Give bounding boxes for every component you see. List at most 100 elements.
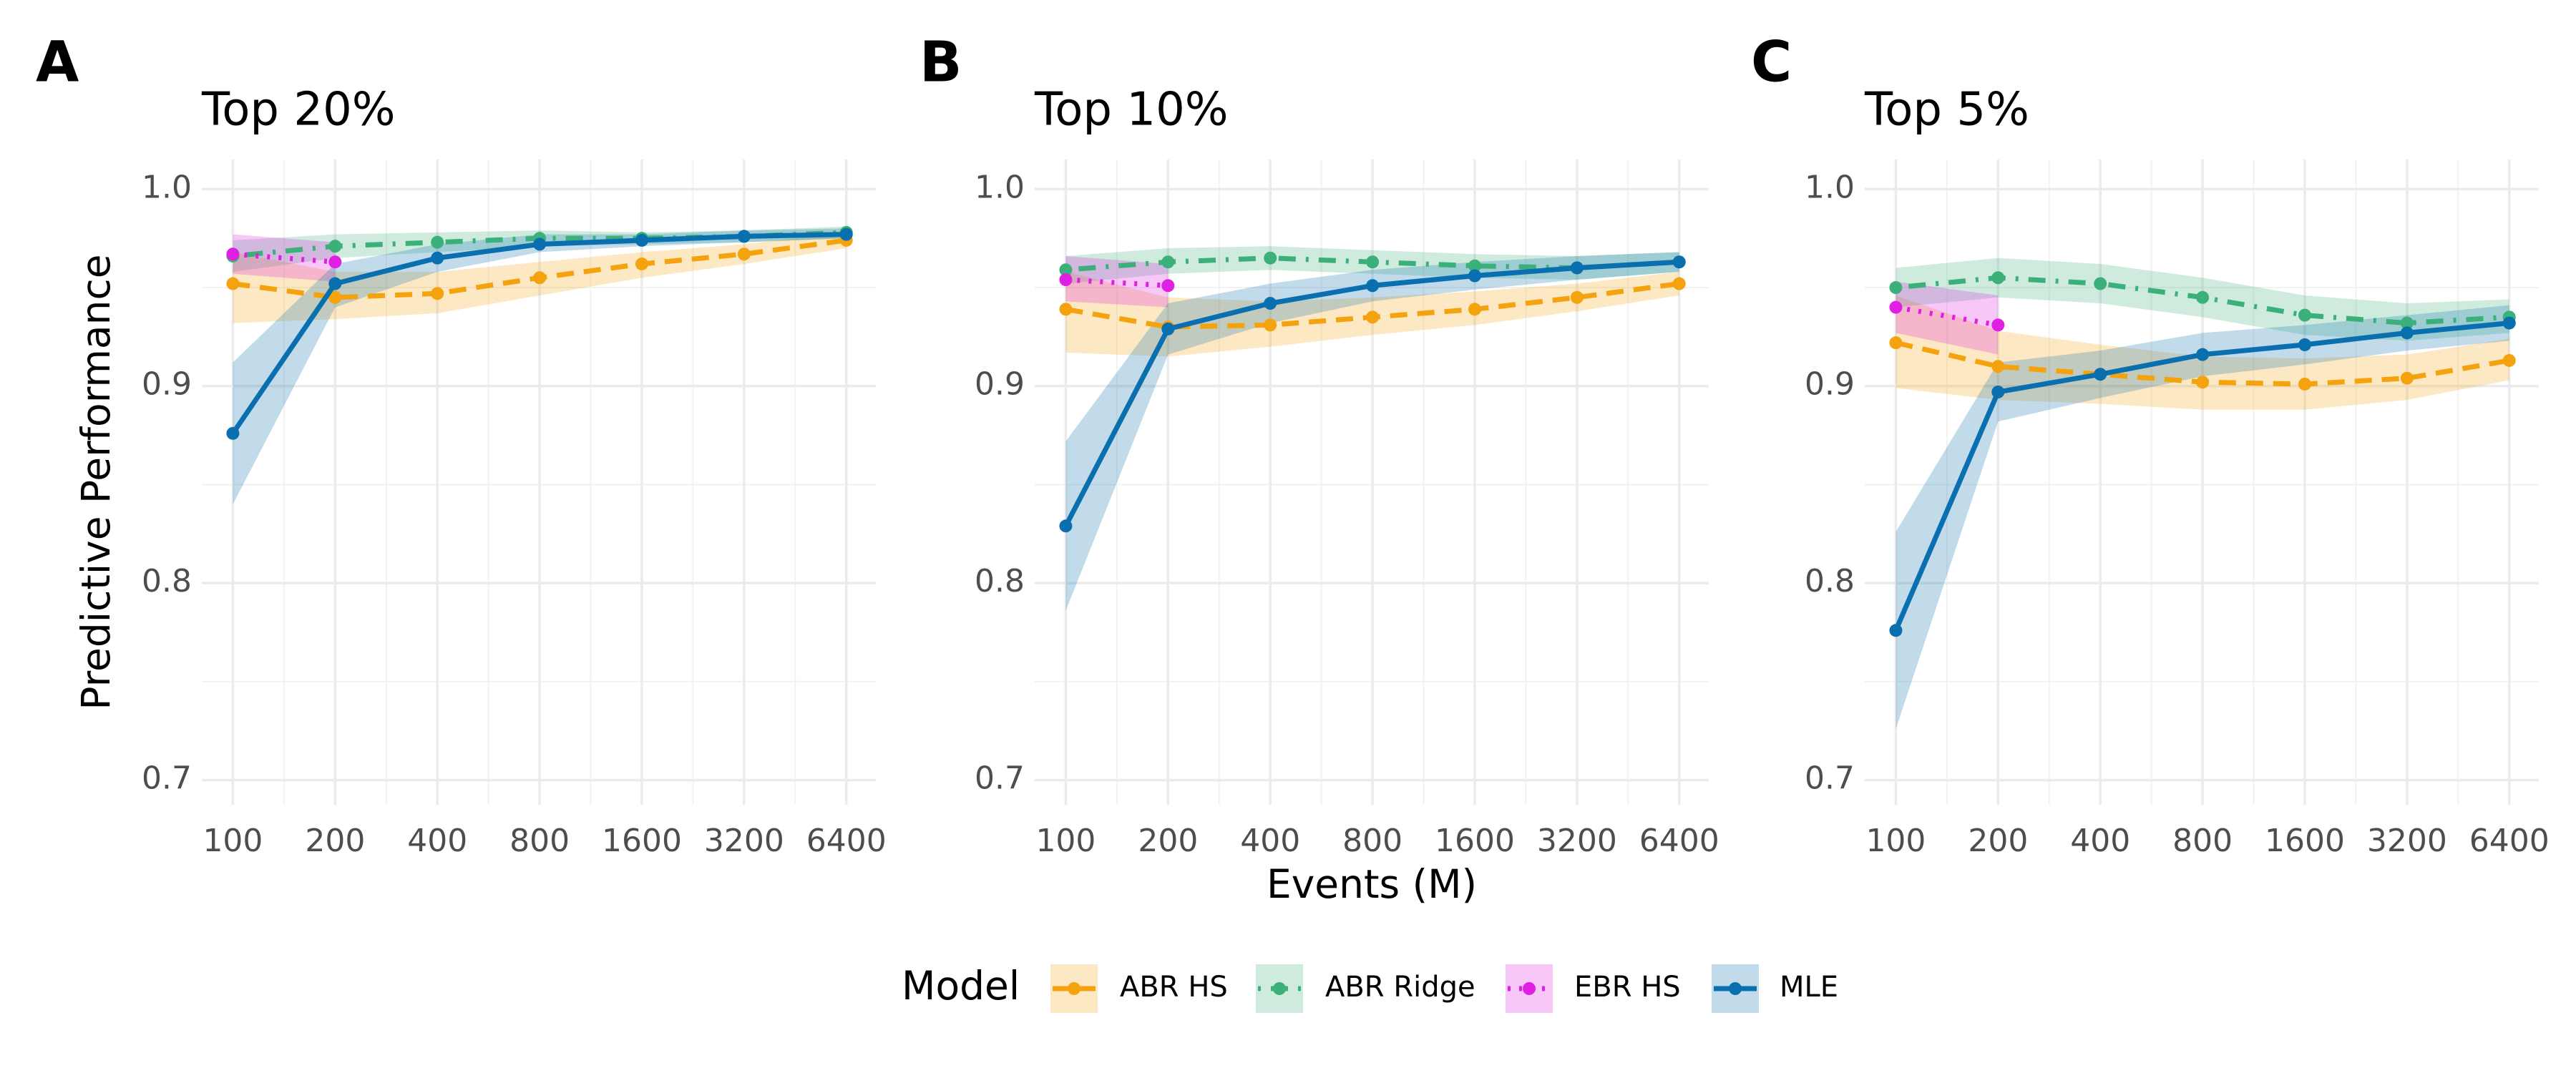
data-point bbox=[1366, 255, 1380, 269]
data-point bbox=[1468, 303, 1481, 316]
data-point bbox=[1991, 360, 2005, 373]
data-point bbox=[2196, 348, 2210, 361]
data-point bbox=[1059, 519, 1073, 533]
panel-title: Top 5% bbox=[1864, 84, 2029, 137]
x-tick-label: 100 bbox=[203, 823, 263, 859]
data-point bbox=[2400, 371, 2414, 385]
y-tick-label: 0.7 bbox=[1805, 760, 1855, 797]
data-point bbox=[431, 235, 444, 249]
x-tick-label: 100 bbox=[1865, 823, 1926, 859]
confidence-band bbox=[1896, 281, 1999, 355]
data-point bbox=[2502, 353, 2516, 367]
data-point bbox=[1672, 277, 1686, 290]
data-point bbox=[226, 277, 240, 290]
data-point bbox=[1672, 255, 1686, 269]
y-tick-label: 0.8 bbox=[142, 563, 192, 599]
data-point bbox=[1161, 255, 1175, 269]
data-point bbox=[2196, 376, 2210, 389]
panel-title: Top 10% bbox=[1034, 84, 1229, 137]
data-point bbox=[2094, 277, 2107, 290]
legend-label: ABR Ridge bbox=[1325, 971, 1475, 1004]
data-point bbox=[431, 251, 444, 265]
y-tick-label: 0.9 bbox=[975, 366, 1025, 403]
legend-key-point bbox=[1523, 982, 1536, 995]
x-tick-label: 400 bbox=[1240, 823, 1300, 859]
data-point bbox=[1059, 273, 1073, 287]
data-point bbox=[2094, 368, 2107, 381]
legend-key-point bbox=[1068, 982, 1080, 995]
data-point bbox=[1468, 259, 1481, 273]
data-point bbox=[1366, 310, 1380, 324]
y-tick-label: 0.7 bbox=[975, 760, 1025, 797]
y-axis-label: Predictive Performance bbox=[73, 254, 119, 710]
data-point bbox=[2400, 326, 2414, 340]
data-point bbox=[839, 227, 853, 241]
data-point bbox=[1264, 297, 1277, 310]
confidence-band bbox=[1065, 255, 1169, 308]
data-point bbox=[1161, 322, 1175, 335]
data-point bbox=[328, 290, 342, 304]
data-point bbox=[737, 248, 751, 261]
confidence-band bbox=[233, 234, 336, 282]
data-point bbox=[1264, 251, 1277, 265]
y-tick-label: 0.7 bbox=[142, 760, 192, 797]
data-point bbox=[1366, 279, 1380, 293]
x-tick-label: 200 bbox=[305, 823, 365, 859]
data-point bbox=[635, 233, 648, 247]
data-point bbox=[328, 277, 342, 290]
x-tick-label: 3200 bbox=[704, 823, 784, 859]
x-tick-label: 1600 bbox=[2265, 823, 2345, 859]
x-tick-label: 800 bbox=[1342, 823, 1402, 859]
x-tick-label: 6400 bbox=[2469, 823, 2550, 859]
legend-label: EBR HS bbox=[1574, 971, 1681, 1004]
data-point bbox=[1991, 271, 2005, 285]
data-point bbox=[1570, 290, 1584, 304]
y-tick-label: 1.0 bbox=[975, 169, 1025, 205]
data-point bbox=[533, 271, 547, 285]
data-point bbox=[2298, 338, 2311, 351]
y-tick-label: 1.0 bbox=[142, 169, 192, 205]
data-point bbox=[1570, 261, 1584, 275]
data-point bbox=[2502, 316, 2516, 330]
panel-title: Top 20% bbox=[201, 84, 396, 137]
x-tick-label: 800 bbox=[509, 823, 570, 859]
x-tick-label: 100 bbox=[1035, 823, 1096, 859]
legend-title: Model bbox=[902, 963, 1020, 1009]
y-tick-label: 0.9 bbox=[1805, 366, 1855, 403]
data-point bbox=[1161, 279, 1175, 293]
y-tick-label: 1.0 bbox=[1805, 169, 1855, 205]
x-tick-label: 6400 bbox=[1639, 823, 1719, 859]
y-tick-label: 0.8 bbox=[1805, 563, 1855, 599]
data-point bbox=[2298, 308, 2311, 322]
data-point bbox=[737, 230, 751, 243]
legend-key-point bbox=[1729, 982, 1742, 995]
data-point bbox=[1059, 263, 1073, 277]
legend-label: MLE bbox=[1780, 971, 1838, 1004]
panel-tag: A bbox=[36, 30, 79, 94]
data-point bbox=[328, 255, 342, 269]
data-point bbox=[328, 240, 342, 253]
data-point bbox=[1889, 281, 1903, 295]
data-point bbox=[1991, 318, 2005, 332]
data-point bbox=[226, 426, 240, 440]
data-point bbox=[635, 257, 648, 270]
data-point bbox=[1889, 624, 1903, 637]
data-point bbox=[1059, 303, 1073, 316]
legend-label: ABR HS bbox=[1120, 971, 1228, 1004]
x-tick-label: 1600 bbox=[1435, 823, 1515, 859]
data-point bbox=[2196, 290, 2210, 304]
data-point bbox=[2298, 377, 2311, 391]
legend-key-point bbox=[1273, 982, 1286, 995]
y-tick-label: 0.9 bbox=[142, 366, 192, 403]
panel-tag: C bbox=[1751, 30, 1792, 94]
x-tick-label: 6400 bbox=[806, 823, 887, 859]
x-axis-label: Events (M) bbox=[1267, 861, 1477, 907]
data-point bbox=[1889, 300, 1903, 314]
data-point bbox=[1264, 318, 1277, 332]
y-tick-label: 0.8 bbox=[975, 563, 1025, 599]
x-tick-label: 3200 bbox=[1537, 823, 1617, 859]
data-point bbox=[533, 237, 547, 251]
data-point bbox=[431, 287, 444, 300]
